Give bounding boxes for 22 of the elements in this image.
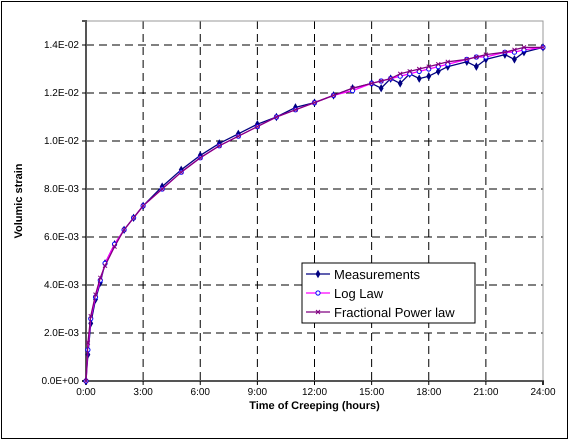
x-tick-label: 24:00 bbox=[530, 387, 556, 398]
x-tick-label: 12:00 bbox=[302, 387, 328, 398]
legend-label: Fractional Power law bbox=[334, 305, 456, 320]
x-tick-label: 3:00 bbox=[133, 387, 154, 398]
x-tick-label: 6:00 bbox=[190, 387, 210, 398]
x-tick-label: 15:00 bbox=[359, 387, 385, 398]
y-tick-label: 1.0E-02 bbox=[44, 136, 80, 148]
x-tick-label: 21:00 bbox=[473, 387, 499, 398]
legend-label: Log Law bbox=[334, 286, 384, 301]
x-tick-label: 0:00 bbox=[76, 387, 96, 398]
x-tick-label: 18:00 bbox=[416, 387, 442, 398]
y-tick-label: 6.0E-03 bbox=[44, 232, 80, 244]
y-tick-label: 2.0E-03 bbox=[44, 328, 80, 340]
y-tick-label: 8.0E-03 bbox=[44, 184, 80, 196]
y-tick-label: 1.4E-02 bbox=[44, 40, 80, 52]
y-axis-title: Volumic strain bbox=[13, 163, 25, 238]
y-tick-label: 4.0E-03 bbox=[44, 280, 80, 292]
y-tick-label: 1.2E-02 bbox=[44, 88, 80, 100]
x-tick-label: 9:00 bbox=[248, 387, 268, 398]
y-tick-label: 0.0E+00 bbox=[41, 376, 80, 388]
legend-label: Measurements bbox=[334, 267, 420, 282]
x-axis-title: Time of Creeping (hours) bbox=[249, 400, 380, 412]
